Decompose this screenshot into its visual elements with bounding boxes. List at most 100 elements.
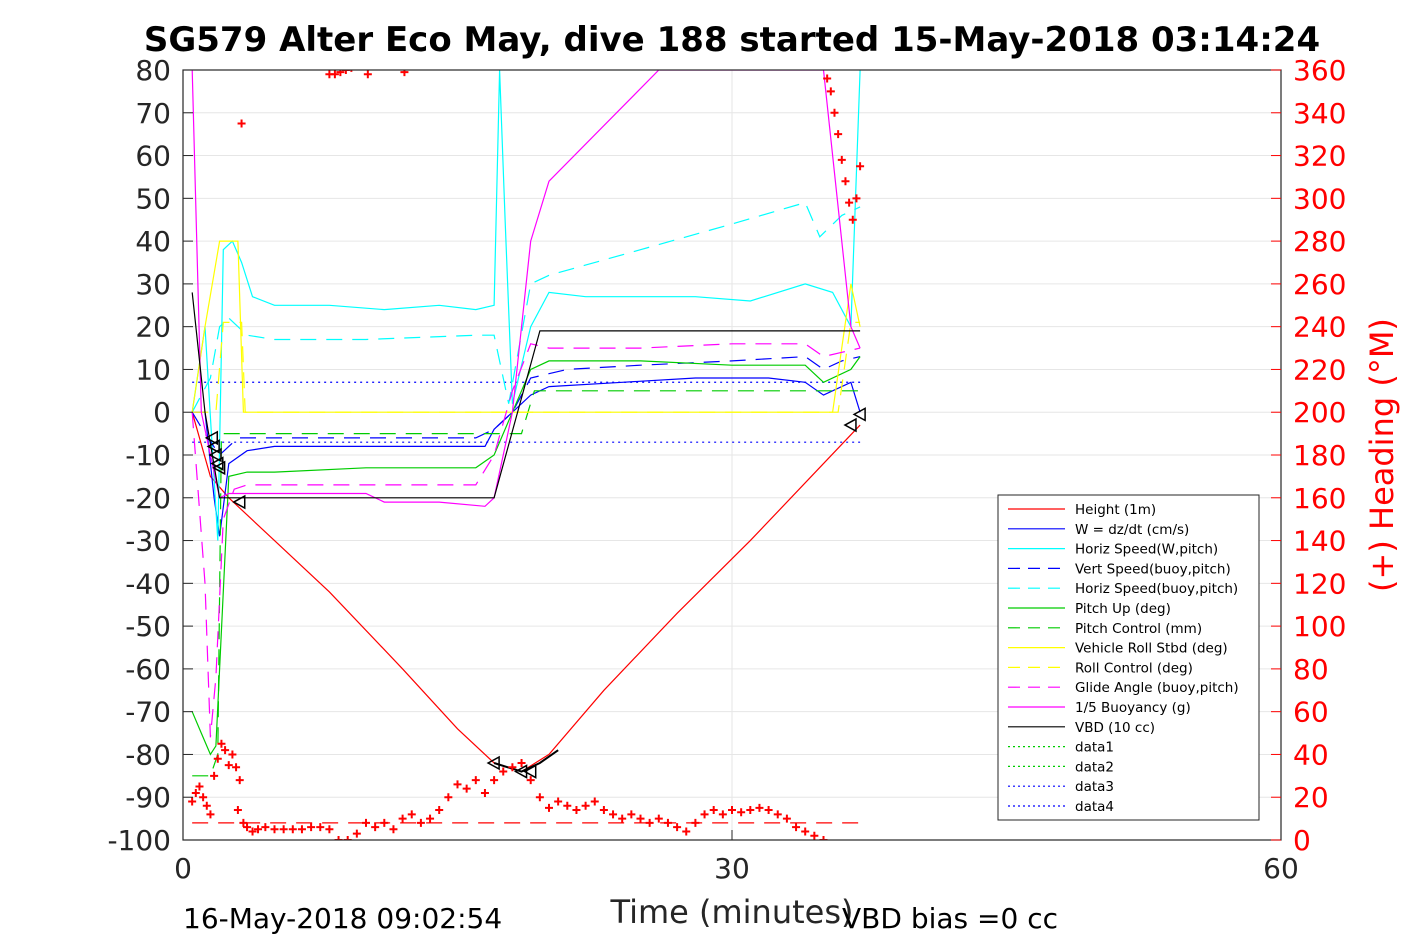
heading-point (307, 823, 316, 832)
series-line (191, 355, 861, 456)
y2-tick-label: 160 (1293, 482, 1346, 515)
heading-point (709, 806, 718, 815)
heading-point (228, 750, 237, 759)
heading-point (654, 814, 663, 823)
right-y-axis-label: (+) Heading (°M) (1363, 318, 1401, 592)
y2-tick-label: 60 (1293, 696, 1329, 729)
heading-point (535, 793, 544, 802)
x-ticks: 0 30 60 (174, 830, 1299, 885)
heading-point (663, 818, 672, 827)
heading-point (755, 803, 764, 812)
heading-point (426, 814, 435, 823)
triangle-marker (206, 439, 220, 454)
heading-point (316, 823, 325, 832)
heading-point (819, 836, 828, 840)
heading-point (599, 806, 608, 815)
heading-point (645, 818, 654, 827)
heading-point (191, 788, 200, 797)
heading-point (334, 836, 343, 840)
heading-point (554, 797, 563, 806)
heading-point (400, 70, 409, 77)
heading-point (764, 806, 773, 815)
legend-label: Vehicle Roll Stbd (deg) (1075, 641, 1228, 657)
y2-tick-label: 260 (1293, 268, 1346, 301)
heading-point (352, 829, 361, 838)
y2-tick-label: 240 (1293, 311, 1346, 344)
heading-point (480, 788, 489, 797)
heading-point (834, 130, 843, 139)
y2-tick-label: 20 (1293, 781, 1329, 814)
triangle-marker (204, 430, 219, 446)
series-layer (191, 70, 861, 777)
heading-point (499, 767, 508, 776)
heading-point (728, 806, 736, 815)
heading-point (270, 825, 279, 834)
left-y-ticks: 80 70 60 50 40 30 20 10 0 -10 -20 -30 -40 -50 -60 -70 -8… (107, 54, 193, 857)
legend-label: Pitch Up (deg) (1075, 601, 1171, 617)
y2-tick-label: 200 (1293, 396, 1346, 429)
y2-tick-label: 120 (1293, 567, 1346, 600)
heading-point (243, 823, 252, 832)
legend-label: data4 (1075, 799, 1114, 815)
heading-point (545, 803, 553, 812)
heading-point (416, 818, 425, 827)
y-tick-label: 0 (153, 396, 171, 429)
y-tick-label: 50 (135, 182, 171, 215)
y-tick-label: -90 (125, 781, 171, 814)
y-tick-label: 40 (135, 225, 171, 258)
heading-point (380, 818, 389, 827)
heading-point (363, 70, 372, 79)
heading-point (700, 810, 709, 819)
heading-point (224, 761, 233, 770)
y-tick-label: -70 (125, 696, 171, 729)
legend-label: Height (1m) (1075, 502, 1156, 518)
heading-markers (188, 70, 865, 840)
y-tick-label: 30 (135, 268, 171, 301)
y2-tick-label: 320 (1293, 140, 1346, 173)
heading-point (609, 810, 618, 819)
heading-point (682, 827, 691, 836)
triangle-marker (212, 460, 226, 476)
y2-tick-label: 220 (1293, 353, 1346, 386)
heading-point (826, 87, 835, 96)
triangle-marker (513, 764, 528, 779)
y2-tick-label: 340 (1293, 97, 1346, 130)
heading-point (444, 793, 453, 802)
heading-point (213, 754, 222, 763)
x-axis-label: Time (minutes) (610, 893, 854, 931)
heading-point (235, 776, 244, 785)
heading-point (581, 801, 590, 810)
heading-point (563, 801, 572, 810)
heading-point (618, 814, 627, 823)
heading-point (746, 806, 755, 815)
triangle-marker (208, 447, 222, 463)
footer-timestamp: 16-May-2018 09:02:54 (183, 902, 502, 935)
heading-point (221, 746, 230, 755)
y2-tick-label: 100 (1293, 610, 1346, 643)
heading-point (627, 810, 636, 819)
heading-point (199, 793, 208, 802)
heading-point (341, 70, 350, 74)
y-tick-label: -20 (125, 482, 171, 515)
heading-point (371, 823, 380, 832)
series-line (191, 356, 861, 756)
y-tick-label: -50 (125, 610, 171, 643)
y-tick-label: 80 (135, 54, 171, 87)
y-tick-label: 10 (135, 353, 171, 386)
legend-label: data2 (1075, 759, 1114, 775)
heading-point (508, 763, 517, 772)
heading-point (232, 763, 241, 772)
heading-point (248, 827, 257, 836)
legend-label: Pitch Control (mm) (1075, 621, 1202, 637)
heading-point (261, 823, 270, 832)
y2-tick-label: 0 (1293, 824, 1311, 857)
heading-point (490, 776, 499, 785)
heading-point (636, 814, 645, 823)
x-tick-label: 60 (1263, 852, 1299, 885)
heading-point (517, 759, 526, 767)
y2-tick-label: 360 (1293, 54, 1346, 87)
heading-point (206, 810, 215, 819)
footer-vbd-bias: VBD bias =0 cc (842, 902, 1058, 935)
series-line (191, 70, 861, 541)
heading-point (336, 70, 345, 77)
